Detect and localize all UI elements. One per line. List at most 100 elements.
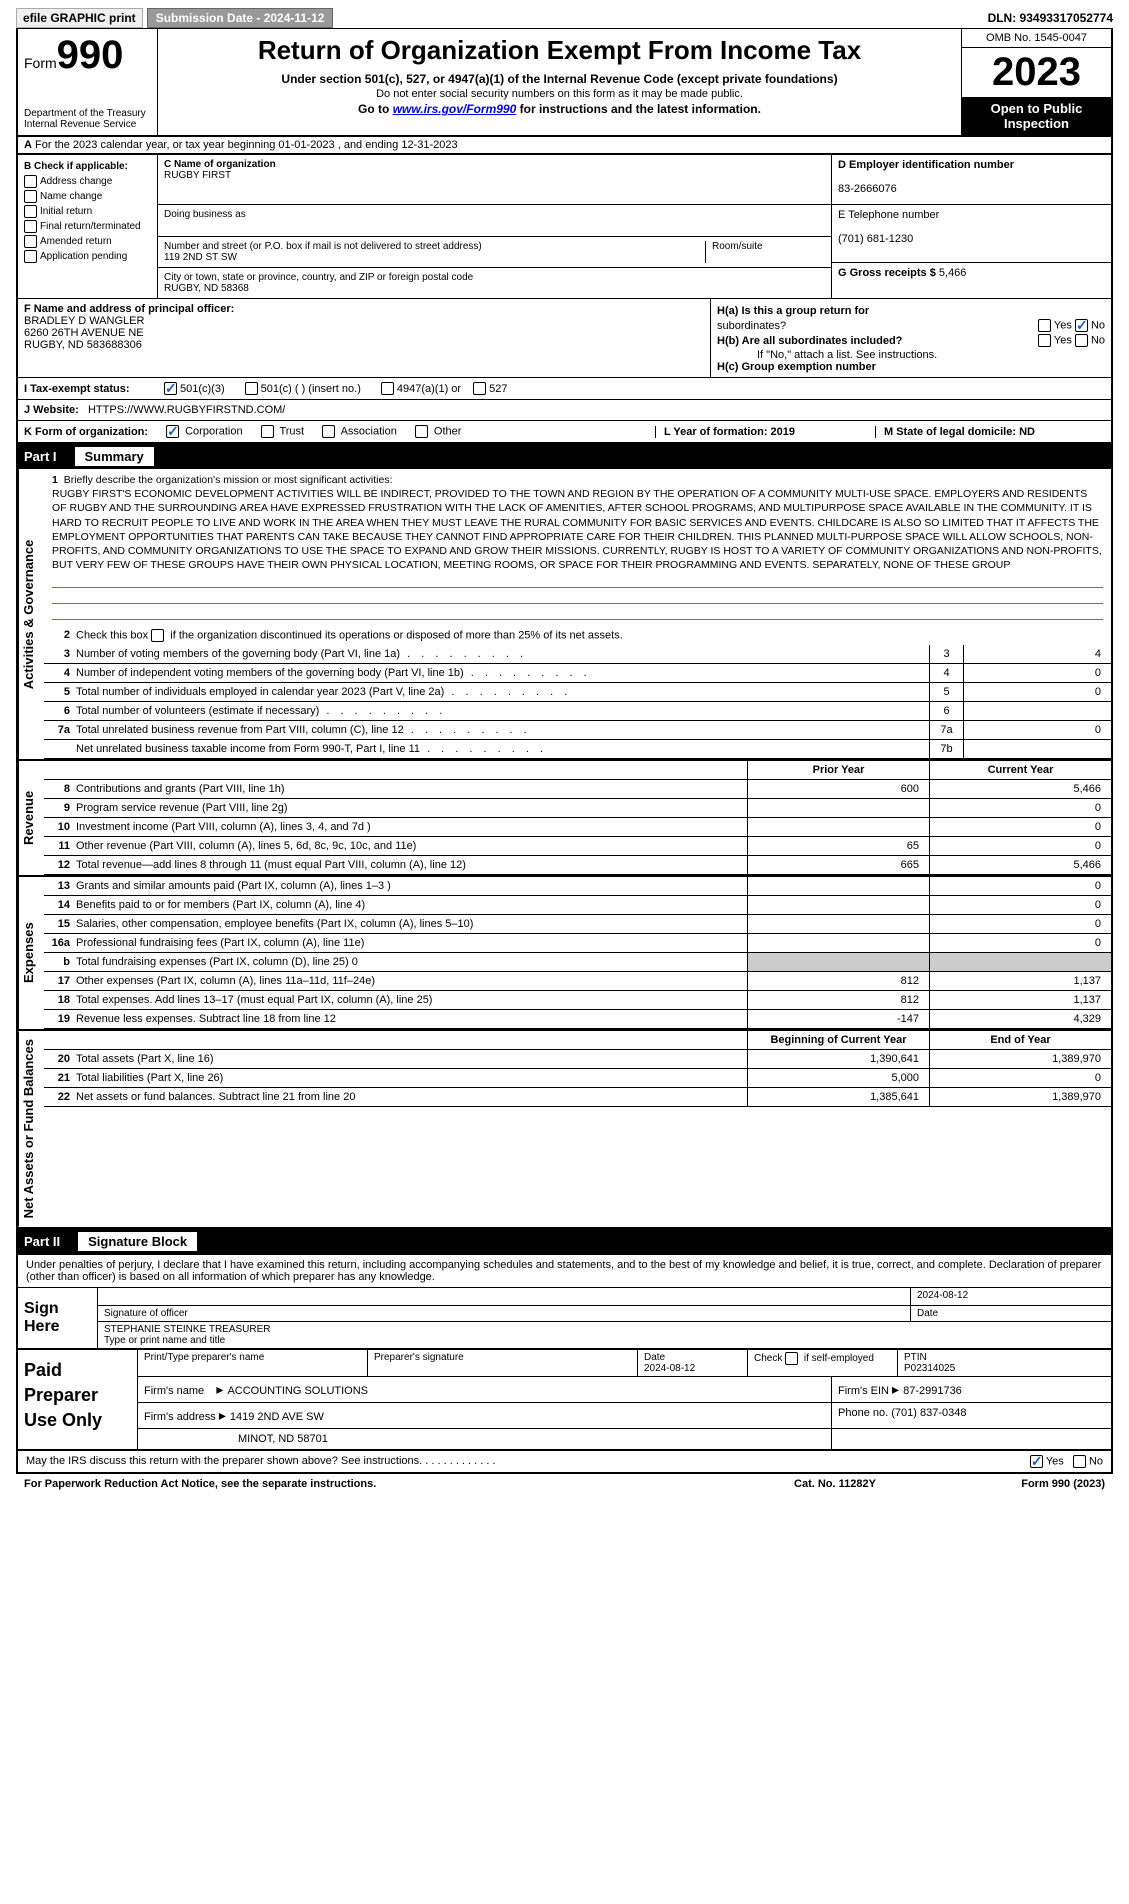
ha-yes[interactable] [1038,319,1051,332]
state-domicile: M State of legal domicile: ND [875,426,1105,438]
hdr-begin-year: Beginning of Current Year [747,1031,929,1049]
line-label: Other revenue (Part VIII, column (A), li… [74,837,747,855]
current-year-val: 0 [929,1069,1111,1087]
officer-name: BRADLEY D WANGLER [24,315,144,327]
phone-label: E Telephone number [838,209,939,221]
chk-other[interactable] [415,425,428,438]
part1-title: Summary [75,447,154,466]
ha-no[interactable] [1075,319,1088,332]
summary-row-val: 4 [963,645,1111,663]
current-year-val: 1,389,970 [929,1050,1111,1068]
omb-number: OMB No. 1545-0047 [962,29,1111,48]
line-label: Benefits paid to or for members (Part IX… [74,896,747,914]
prior-year-val: 812 [747,972,929,990]
discuss-yes[interactable] [1030,1455,1043,1468]
chk-final-return[interactable]: Final return/terminated [24,219,151,234]
open-to-public: Open to Public Inspection [962,97,1111,135]
street-address: 119 2ND ST SW [164,252,237,263]
prep-hdr-sig: Preparer's signature [368,1350,638,1376]
chk-amended-return[interactable]: Amended return [24,234,151,249]
line-label: Contributions and grants (Part VIII, lin… [74,780,747,798]
part2-title: Signature Block [78,1232,197,1251]
vert-netassets: Net Assets or Fund Balances [18,1031,44,1226]
summary-row-val: 0 [963,683,1111,701]
discuss-question: May the IRS discuss this return with the… [26,1455,1030,1468]
hb-yes[interactable] [1038,334,1051,347]
summary-row-val [963,740,1111,758]
summary-row-label: Net unrelated business taxable income fr… [74,740,929,758]
dba-label: Doing business as [164,209,246,220]
row-a-calendar: A For the 2023 calendar year, or tax yea… [16,137,1113,155]
chk-527[interactable] [473,382,486,395]
chk-discontinued[interactable] [151,629,164,642]
prior-year-val [747,896,929,914]
hb-no[interactable] [1075,334,1088,347]
chk-application-pending[interactable]: Application pending [24,249,151,264]
chk-501c[interactable] [245,382,258,395]
prior-year-val [747,934,929,952]
chk-name-change[interactable]: Name change [24,189,151,204]
current-year-val: 5,466 [929,856,1111,874]
current-year-val: 1,389,970 [929,1088,1111,1106]
phone-value: (701) 681-1230 [838,233,913,245]
addr-label: Number and street (or P.O. box if mail i… [164,241,482,252]
current-year-val: 0 [929,934,1111,952]
gross-receipts-value: 5,466 [939,267,967,279]
line-label: Program service revenue (Part VIII, line… [74,799,747,817]
chk-corporation[interactable] [166,425,179,438]
chk-address-change[interactable]: Address change [24,174,151,189]
current-year-val: 0 [929,799,1111,817]
submission-date: Submission Date - 2024-11-12 [147,8,334,28]
line-label: Revenue less expenses. Subtract line 18 … [74,1010,747,1028]
hdr-prior-year: Prior Year [747,761,929,779]
prior-year-val: 812 [747,991,929,1009]
firm-phone: (701) 837-0348 [891,1407,966,1419]
chk-initial-return[interactable]: Initial return [24,204,151,219]
website-value: HTTPS://WWW.RUGBYFIRSTND.COM/ [88,404,285,416]
mission-text: RUGBY FIRST'S ECONOMIC DEVELOPMENT ACTIV… [52,487,1103,572]
firm-addr1: 1419 2ND AVE SW [230,1411,324,1423]
website-label: J Website: [24,404,79,416]
form-title: Return of Organization Exempt From Incom… [166,35,953,66]
line-label: Other expenses (Part IX, column (A), lin… [74,972,747,990]
efile-button[interactable]: efile GRAPHIC print [16,8,143,28]
q1-label: Briefly describe the organization's miss… [64,474,393,486]
summary-row-val [963,702,1111,720]
chk-trust[interactable] [261,425,274,438]
tax-year: 2023 [962,48,1111,97]
org-name: RUGBY FIRST [164,170,231,181]
summary-row-label: Number of independent voting members of … [74,664,929,682]
current-year-val: 1,137 [929,972,1111,990]
chk-self-employed[interactable] [785,1352,798,1365]
hdr-current-year: Current Year [929,761,1111,779]
summary-row-label: Number of voting members of the governin… [74,645,929,663]
perjury-declaration: Under penalties of perjury, I declare th… [18,1255,1111,1288]
dept-label: Department of the Treasury Internal Reve… [24,108,151,130]
chk-501c3[interactable] [164,382,177,395]
chk-association[interactable] [322,425,335,438]
firm-name: ACCOUNTING SOLUTIONS [227,1385,368,1397]
dln: DLN: 93493317052774 [988,11,1113,25]
summary-row-val: 0 [963,721,1111,739]
current-year-val: 0 [929,837,1111,855]
ein-label: D Employer identification number [838,159,1014,171]
ha-label: H(a) Is this a group return for [717,305,869,317]
current-year-val: 0 [929,915,1111,933]
form-number: Form990 [24,33,151,78]
org-name-label: C Name of organization [164,159,276,170]
ha-label2: subordinates? [717,320,786,332]
irs-link[interactable]: www.irs.gov/Form990 [393,102,517,116]
summary-row-box: 7b [929,740,963,758]
prep-hdr-selfemp: Check if self-employed [748,1350,898,1376]
current-year-val: 5,466 [929,780,1111,798]
chk-4947[interactable] [381,382,394,395]
officer-label: F Name and address of principal officer: [24,303,234,315]
firm-addr2: MINOT, ND 58701 [238,1433,328,1445]
discuss-no[interactable] [1073,1455,1086,1468]
prior-year-val: 600 [747,780,929,798]
current-year-val: 0 [929,877,1111,895]
hb-note: If "No," attach a list. See instructions… [717,349,1105,361]
officer-title-label: Type or print name and title [104,1335,225,1346]
goto-line: Go to www.irs.gov/Form990 for instructio… [166,102,953,116]
current-year-val: 1,137 [929,991,1111,1009]
